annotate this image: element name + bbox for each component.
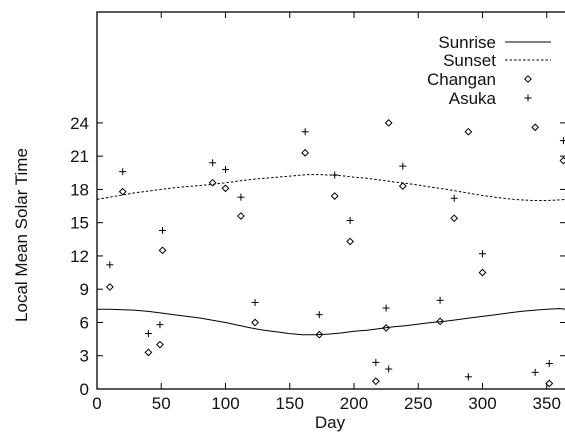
asuka-point [399,162,407,170]
y-tick-label: 0 [80,380,89,399]
x-tick-label: 300 [468,394,496,413]
changan-point [118,187,127,196]
changan-point [237,212,245,220]
changan-point [398,182,407,190]
changan-point [251,318,259,327]
y-tick-label: 24 [70,114,89,133]
changan-point [346,237,355,246]
changan-point [301,148,310,157]
y-tick-label: 21 [70,147,89,166]
asuka-point [372,358,380,366]
x-tick-label: 0 [92,394,101,413]
changan-point [450,214,459,223]
x-tick-label: 250 [404,394,432,413]
legend-label-sunset: Sunset [443,51,496,70]
asuka-point [450,194,458,202]
legend-swatch-asuka [524,94,532,102]
legend-swatch-changan [524,75,532,83]
asuka-point [159,226,167,234]
y-tick-label: 18 [70,180,89,199]
x-tick-label: 100 [211,394,239,413]
asuka-point [156,321,164,329]
changan-point [315,330,324,339]
x-tick-label: 50 [152,394,171,413]
y-axis-title: Local Mean Solar Time [12,148,31,322]
y-tick-label: 12 [70,247,89,266]
asuka-point [221,165,229,173]
sunrise-line [97,308,565,336]
changan-point [531,123,540,132]
changan-point [208,178,217,187]
sunset-line [96,173,565,201]
asuka-point [385,365,393,373]
asuka-point [346,216,354,224]
asuka-point [436,296,444,304]
asuka-point [464,373,472,381]
x-tick-label: 350 [533,394,561,413]
y-tick-label: 9 [80,280,89,299]
asuka-point [331,171,339,179]
legend-label-asuka: Asuka [449,89,497,108]
asuka-point [382,304,390,312]
asuka-point [531,368,539,376]
asuka-point [144,330,152,338]
changan-point [559,156,565,165]
changan-point [436,317,444,326]
changan-point [144,348,153,357]
asuka-point [209,159,217,167]
x-tick-label: 200 [340,394,368,413]
asuka-point [478,250,486,258]
asuka-point [237,193,245,201]
x-tick-label: 150 [276,394,304,413]
legend-label-changan: Changan [427,70,496,89]
changan-point [545,379,554,388]
changan-point [478,268,487,277]
asuka-point [251,299,259,307]
asuka-point [315,311,323,319]
changan-point [384,118,393,127]
asuka-point [545,359,553,367]
asuka-point [119,168,127,176]
changan-point [105,283,114,291]
y-tick-label: 3 [80,347,89,366]
changan-point [371,377,380,386]
changan-point [464,127,473,136]
changan-point [382,324,391,332]
changan-point [330,192,339,200]
changan-point [158,246,167,255]
legend-label-sunrise: Sunrise [438,33,496,52]
y-tick-label: 15 [70,214,89,233]
asuka-point [301,128,309,136]
changan-point [156,340,164,349]
y-tick-label: 6 [80,313,89,332]
plot-frame [96,11,565,390]
x-axis-title: Day [315,413,346,432]
asuka-point [559,137,565,145]
changan-point [221,184,230,193]
asuka-point [106,261,114,269]
